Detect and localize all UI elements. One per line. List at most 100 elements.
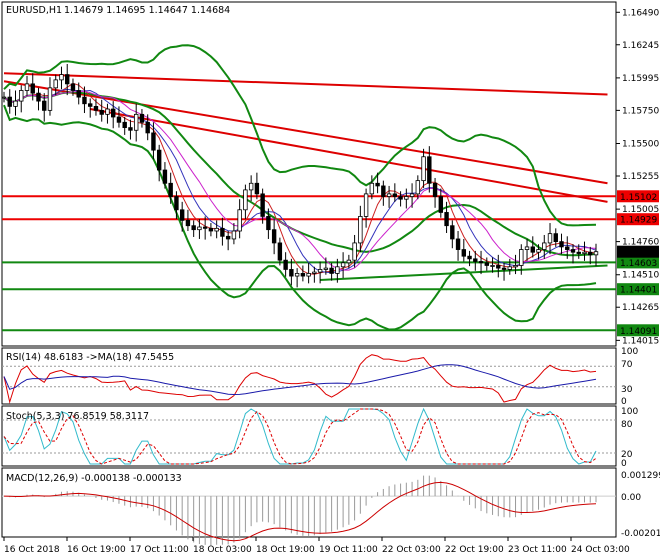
candle-body [225,235,231,240]
candle-body [473,258,478,262]
time-tick-label: 24 Oct 03:00 [571,545,630,555]
price-tick-label: 1.15005 [622,205,659,215]
level-tag [617,190,659,203]
candle-body [576,251,581,254]
level-label: 1.14603 [620,259,657,269]
level-label: 1.14091 [620,327,657,337]
candle-body [340,262,346,268]
candle-body [151,132,156,151]
candle-body [116,116,122,123]
rsi-tick-30: 30 [621,385,633,395]
candle-body [335,266,340,274]
candle-body [122,121,127,129]
time-tick-label: 18 Oct 03:00 [193,545,252,555]
candle-body [162,169,168,184]
candle-body [59,74,64,81]
candle-body [220,227,225,237]
ma-fast-line [3,82,597,275]
time-tick-label: 23 Oct 11:00 [508,545,567,555]
candle-body [490,265,495,267]
candle-body [19,90,24,102]
rsi-panel-frame [1,347,617,405]
rsi-line [3,354,597,404]
candle-body [248,182,254,191]
candle-body [398,196,403,200]
candle-body [174,196,179,211]
macd-title: MACD(12,26,9) -0.000138 -0.000133 [6,473,182,484]
candle-body [47,87,53,111]
level-tag [617,213,659,226]
price-tick-label: 1.14265 [622,303,659,313]
candle-body [467,255,472,260]
rsi-tick-0: 0 [621,397,627,407]
candle-body [484,262,489,266]
symbol-title: EURUSD,H1 [6,5,62,16]
candle-body [82,96,87,105]
price-tick-label: 1.14510 [622,271,659,281]
candle-body [553,233,558,243]
candle-body [559,241,564,248]
ohlc-readout: 1.14679 1.14695 1.14647 1.14684 [64,5,230,16]
candle-body [93,105,99,111]
candle-body [323,267,329,270]
trend-line [90,108,608,203]
candle-body [243,189,248,211]
bollinger-upper [3,44,597,227]
macd-tick-top: 0.001299 [621,471,660,481]
stoch-tick-100: 100 [621,407,638,417]
stoch-panel-frame [1,405,617,467]
candle-body [231,230,237,240]
candle-body [237,209,242,232]
stoch-tick-80: 80 [621,420,633,430]
candle-body [202,226,208,229]
candle-body [277,242,283,261]
candle-body [386,193,392,197]
candle-body [524,246,530,250]
candle-body [501,267,507,270]
candle-body [283,259,288,270]
candle-body [432,182,438,197]
rsi-ma-line [3,364,597,396]
candle-body [461,249,467,257]
candle-body [455,238,461,250]
candle-body [30,83,35,94]
candle-body [105,108,110,115]
trend-line [3,80,608,185]
candle-body [139,113,145,123]
candle-body [53,79,58,89]
candle-body [421,156,426,182]
candle-body [346,259,352,264]
candle-body [294,273,300,277]
candle-body [133,113,139,131]
candle-body [128,127,133,131]
candle-body [536,249,541,253]
trend-line [3,72,608,96]
ma-mid-line [3,88,597,274]
candle-body [271,229,277,244]
candle-body [358,216,363,244]
candle-body [450,225,455,240]
ma-slow-line [3,90,597,271]
candle-body [254,182,260,195]
level-label: 1.14401 [620,286,657,296]
candle-body [542,242,547,250]
candle-body [404,196,409,200]
candle-body [565,246,570,250]
price-tick-label: 1.14760 [622,238,659,248]
stoch-signal-line [3,408,597,465]
candle-body [42,100,47,111]
candle-body [415,180,421,195]
current-price-label: 1.14684 [620,248,657,258]
candle-body [369,182,375,195]
time-tick-label: 17 Oct 11:00 [130,545,189,555]
candle-body [168,182,173,197]
rsi-title: RSI(14) 48.6183 ->MA(18) 47.5455 [6,352,174,363]
stoch-title: Stoch(5,3,3) 76.8519 58.3117 [6,411,149,422]
candle-body [507,266,512,270]
candle-body [191,225,196,231]
candle-body [65,74,70,85]
indicator-layer [2,354,616,546]
stoch-tick-20: 20 [621,450,633,460]
time-tick-label: 19 Oct 11:00 [319,545,378,555]
